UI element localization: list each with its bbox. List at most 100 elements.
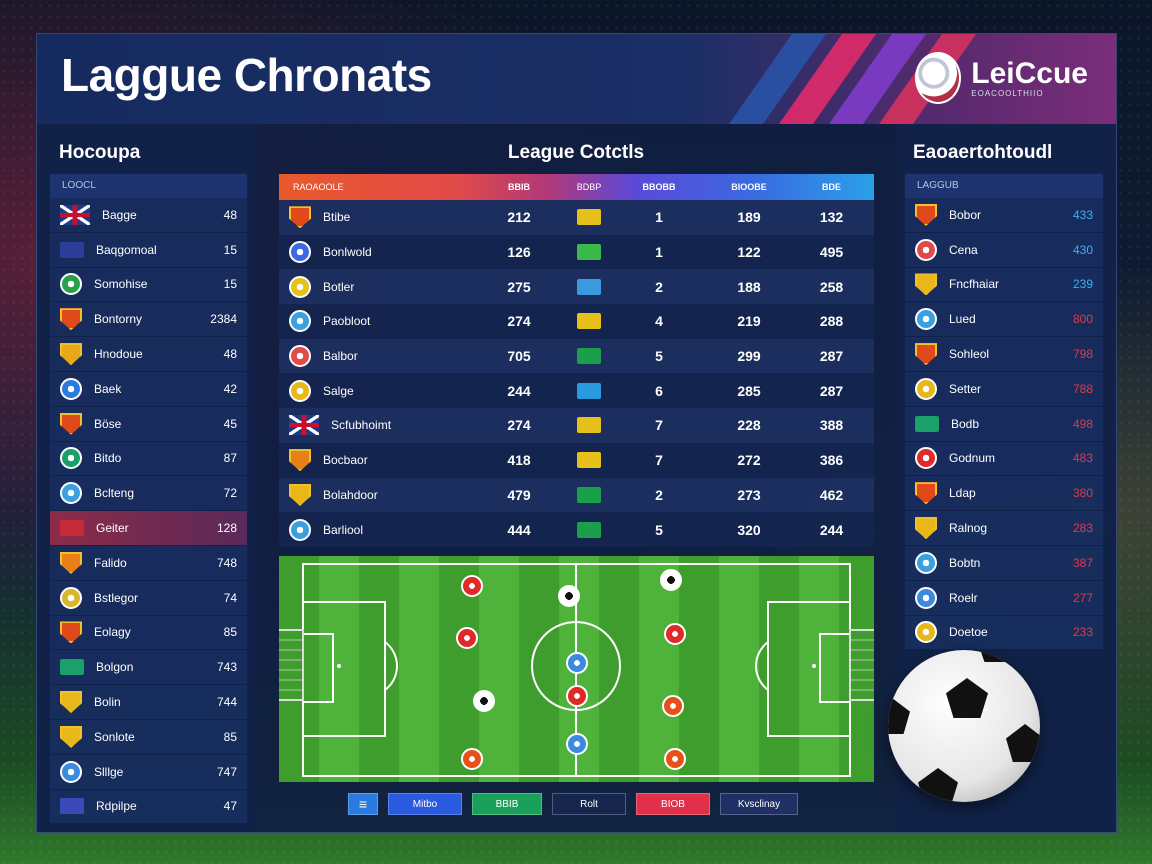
team-list-item[interactable]: Cena 430 [905, 232, 1103, 267]
column-header[interactable]: BBOBB [642, 182, 676, 192]
table-row[interactable]: Bonlwold 126 1 122 495 [279, 234, 874, 270]
table-row[interactable]: Barliool 444 5 320 244 [279, 512, 874, 547]
team-name: Bclteng [94, 486, 135, 501]
center-panel: League Cotctls RAOAOOLE BBIB BDBP BBOBB BIOO… [255, 124, 897, 832]
team-list-item[interactable]: Hnodoue 48 [50, 337, 247, 371]
stat-cell: 7 [655, 417, 663, 434]
team-list-item[interactable]: Böse 45 [50, 406, 247, 441]
team-list-item[interactable]: Bodb 498 [905, 406, 1103, 441]
player-token[interactable] [566, 652, 588, 674]
right-panel-title: Eaoaertohtoudl [913, 142, 1053, 163]
team-list-item[interactable]: Somohise 15 [50, 267, 247, 302]
team-name: Bstlegor [94, 590, 139, 605]
dashboard-window: Laggue Chronats LeiCcue EOACOOLTHIIO Hoc… [36, 33, 1117, 833]
team-value: 277 [1072, 590, 1093, 605]
control-button[interactable]: Rolt [552, 793, 626, 815]
match-ball-icon[interactable] [473, 690, 495, 712]
club-round-badge-icon [60, 760, 82, 783]
control-button[interactable]: Kvsclinay [720, 793, 798, 815]
team-name: Bontorny [94, 312, 143, 327]
team-name: Salge [323, 383, 354, 398]
player-token[interactable] [664, 748, 686, 770]
team-list-item[interactable]: Ldap 380 [905, 476, 1103, 511]
column-header[interactable]: BIOOBE [731, 182, 767, 192]
team-list-item[interactable]: Geiter 128 [50, 511, 247, 545]
column-header[interactable]: BBIB [508, 182, 530, 192]
player-token[interactable] [461, 575, 483, 597]
team-list-item[interactable]: Bobor 433 [905, 198, 1103, 232]
menu-toggle-icon[interactable]: ≡ [348, 793, 378, 815]
player-token[interactable] [664, 623, 686, 645]
team-cell: Barliool [279, 518, 469, 541]
stat-cell: 2 [655, 278, 663, 295]
team-list-item[interactable]: Baek 42 [50, 371, 247, 406]
team-list-item[interactable]: Rdpilpe 47 [50, 789, 247, 824]
team-list-item[interactable]: Bstlegor 74 [50, 580, 247, 615]
table-row[interactable]: Salge 244 6 285 287 [279, 373, 874, 409]
brand-logo[interactable]: LeiCcue EOACOOLTHIIO [915, 52, 1088, 104]
team-list-item[interactable]: Fncfhaiar 239 [905, 267, 1103, 302]
match-ball-icon[interactable] [558, 585, 580, 607]
table-row[interactable]: Botler 275 2 188 258 [279, 269, 874, 305]
team-list-item[interactable]: Bolin 744 [50, 685, 247, 719]
team-list-item[interactable]: Sohleol 798 [905, 337, 1103, 371]
league-logo-icon [915, 52, 962, 104]
club-crest-icon [915, 517, 937, 540]
team-list-item[interactable]: Bolgon 743 [50, 650, 247, 685]
player-token[interactable] [566, 733, 588, 755]
column-header[interactable]: RAOAOOLE [293, 182, 344, 192]
table-body: Btibe 212 1 189 132 Bonlwold 126 1 122 495 Botler 2… [279, 200, 874, 547]
team-name: Botler [323, 279, 355, 294]
team-name: Ralnog [949, 521, 988, 536]
team-list-item[interactable]: Roelr 277 [905, 580, 1103, 615]
team-list-item[interactable]: Ralnog 283 [905, 511, 1103, 545]
team-list-item[interactable]: Baqgomoal 15 [50, 232, 247, 267]
club-round-badge-icon [289, 310, 311, 333]
table-row[interactable]: Balbor 705 5 299 287 [279, 338, 874, 374]
team-list-item[interactable]: Bagge 48 [50, 198, 247, 232]
control-button[interactable]: Mitbo [388, 793, 462, 815]
team-name: Rdpilpe [96, 799, 137, 814]
club-round-badge-icon [915, 621, 937, 644]
table-row[interactable]: Bolahdoor 479 2 273 462 [279, 477, 874, 513]
football-pitch[interactable] [279, 556, 874, 782]
table-row[interactable]: Btibe 212 1 189 132 [279, 200, 874, 235]
table-row[interactable]: Paobloot 274 4 219 288 [279, 304, 874, 339]
club-crest-icon [60, 343, 82, 366]
team-list-item[interactable]: Bitdo 87 [50, 441, 247, 476]
stat-cell: 1 [655, 244, 663, 261]
team-value: 387 [1072, 555, 1093, 570]
column-header[interactable]: BDBP [576, 182, 602, 192]
left-panel-title: Hocoupa [59, 142, 141, 163]
team-list-item[interactable]: Slllge 747 [50, 754, 247, 789]
player-token[interactable] [566, 685, 588, 707]
team-list-item[interactable]: Bontorny 2384 [50, 302, 247, 337]
team-list-item[interactable]: Sonlote 85 [50, 719, 247, 754]
team-list-item[interactable]: Bobtn 387 [905, 545, 1103, 580]
club-round-badge-icon [289, 345, 311, 368]
player-token[interactable] [456, 627, 478, 649]
club-crest-icon [289, 449, 311, 472]
player-token[interactable] [662, 695, 684, 717]
club-round-badge-icon [915, 551, 937, 574]
table-row[interactable]: Bocbaor 418 7 272 386 [279, 442, 874, 478]
club-round-badge-icon [289, 518, 311, 541]
table-row[interactable]: Scfubhoimt 274 7 228 388 [279, 408, 874, 443]
player-token[interactable] [461, 748, 483, 770]
team-name: Bonlwold [323, 245, 372, 260]
match-ball-icon[interactable] [660, 569, 682, 591]
control-button[interactable]: BBIB [472, 793, 542, 815]
team-name: Eolagy [94, 625, 131, 640]
team-list-item[interactable]: Setter 788 [905, 371, 1103, 406]
team-list-item[interactable]: Bclteng 72 [50, 476, 247, 511]
team-list-item[interactable]: Doetoe 233 [905, 615, 1103, 650]
team-list-item[interactable]: Eolagy 85 [50, 615, 247, 650]
team-list-item[interactable]: Godnum 483 [905, 441, 1103, 476]
team-list-item[interactable]: Falido 748 [50, 545, 247, 580]
team-list-item[interactable]: Lued 800 [905, 302, 1103, 337]
control-button[interactable]: BIOB [636, 793, 710, 815]
team-name: Godnum [949, 451, 996, 466]
country-flag-icon [577, 452, 601, 469]
team-name: Setter [949, 381, 982, 396]
column-header[interactable]: BDE [821, 182, 841, 192]
